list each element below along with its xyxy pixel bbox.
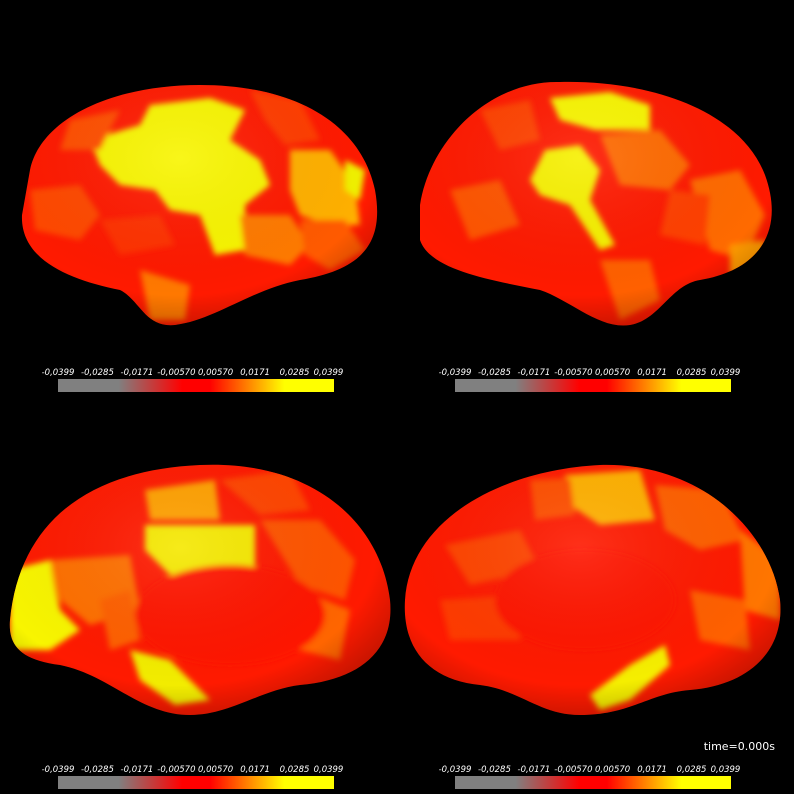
tick-label: 0,00570 (595, 368, 631, 378)
tick-label: 0,0399 (710, 368, 741, 378)
tick-label: -0,00570 (157, 765, 196, 775)
tick-label: 0,0285 (279, 368, 310, 378)
tick-label: 0,0171 (240, 765, 270, 775)
tick-label: -0,0171 (517, 368, 551, 378)
tick-label: 0,0171 (637, 368, 667, 378)
colorbar-gradient (455, 776, 731, 789)
right-lateral-view (420, 81, 772, 326)
tick-label: -0,0399 (438, 765, 472, 775)
tick-label: 0,0399 (313, 765, 344, 775)
left-medial-view (9, 464, 391, 715)
tick-label: -0,00570 (554, 765, 593, 775)
tick-label: -0,0171 (120, 765, 154, 775)
tick-label: -0,0285 (478, 765, 511, 775)
tick-label: -0,0171 (120, 368, 154, 378)
left-lateral-view (21, 85, 378, 326)
tick-label: 0,0285 (676, 765, 707, 775)
colorbar-gradient (58, 379, 334, 392)
tick-label: 0,0171 (637, 765, 667, 775)
tick-label: 0,0171 (240, 368, 270, 378)
tick-label: -0,00570 (554, 368, 593, 378)
tick-label: -0,0285 (478, 368, 511, 378)
tick-label: 0,0399 (313, 368, 344, 378)
tick-label: 0,0285 (676, 368, 707, 378)
colorbar-gradient (455, 379, 731, 392)
tick-label: 0,0399 (710, 765, 741, 775)
time-label: time=0.000s (703, 740, 775, 753)
tick-label: 0,0285 (279, 765, 310, 775)
tick-label: 0,00570 (198, 765, 234, 775)
tick-label: -0,0285 (81, 368, 114, 378)
tick-label: -0,0399 (41, 765, 75, 775)
tick-label: -0,00570 (157, 368, 196, 378)
tick-label: -0,0399 (438, 368, 472, 378)
tick-label: -0,0171 (517, 765, 551, 775)
tick-label: 0,00570 (595, 765, 631, 775)
right-medial-view (404, 464, 781, 715)
tick-label: -0,0285 (81, 765, 114, 775)
colorbar-gradient (58, 776, 334, 789)
tick-label: -0,0399 (41, 368, 75, 378)
tick-label: 0,00570 (198, 368, 234, 378)
